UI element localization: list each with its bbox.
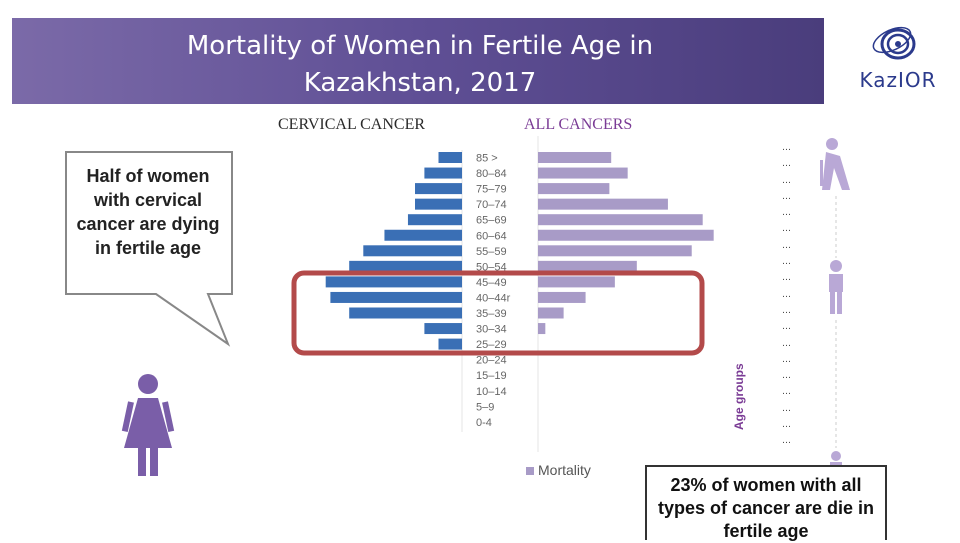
dot-row-8: … <box>782 273 791 284</box>
all-cancers-bar-4 <box>538 214 703 226</box>
dot-row-7: … <box>782 257 791 268</box>
all-cancers-bar-8 <box>538 276 615 288</box>
chart-legend: Mortality <box>526 462 591 478</box>
dot-row-1: … <box>782 159 791 170</box>
all-cancers-bar-0 <box>538 152 612 163</box>
dot-row-15: … <box>782 387 791 398</box>
age-tick-label-7: 50–54 <box>476 261 507 273</box>
bottom-text-box <box>645 465 887 540</box>
cervical-bar-11 <box>424 323 462 335</box>
dot-row-17: … <box>782 420 791 431</box>
cervical-chart-title: CERVICAL CANCER <box>278 116 426 133</box>
age-tick-label-11: 30–34 <box>476 324 507 336</box>
dot-column: … … … … … … … … … … … … … … … … … … … <box>782 140 796 450</box>
age-tick-label-10: 35–39 <box>476 308 507 320</box>
dot-row-16: … <box>782 403 791 414</box>
all-cancers-bar-3 <box>538 198 668 210</box>
age-tick-label-4: 65–69 <box>476 215 507 227</box>
dot-row-14: … <box>782 371 791 382</box>
all-cancers-bar-11 <box>538 323 546 335</box>
cervical-bar-1 <box>424 167 462 179</box>
dot-row-6: … <box>782 240 791 251</box>
elderly-person-icon <box>820 138 850 190</box>
all-cancers-bar-2 <box>538 183 610 195</box>
dot-row-4: … <box>782 208 791 219</box>
dot-row-12: … <box>782 338 791 349</box>
cervical-bar-12 <box>438 338 462 350</box>
age-tick-label-12: 25–29 <box>476 339 507 351</box>
dot-row-3: … <box>782 191 791 202</box>
age-tick-label-3: 70–74 <box>476 199 507 211</box>
all-cancers-bar-5 <box>538 229 714 241</box>
all-cancers-chart-title: ALL CANCERS <box>524 116 633 133</box>
all-cancers-bar-9 <box>538 291 586 303</box>
age-tick-label-17: 0-4 <box>476 417 492 429</box>
title-line-2: Kazakhstan, 2017 <box>303 68 537 98</box>
dot-row-13: … <box>782 354 791 365</box>
callout-bubble <box>65 151 233 347</box>
bottom-summary-text: 23% of women with all types of cancer ar… <box>657 475 875 541</box>
dot-row-5: … <box>782 224 791 235</box>
adult-person-icon <box>829 260 843 314</box>
woman-figure-icon <box>121 374 175 476</box>
title-banner <box>12 18 824 104</box>
logo-text: KazIOR <box>859 68 937 92</box>
age-tick-label-2: 75–79 <box>476 184 507 196</box>
callout-text: Half of women with cervical cancer are d… <box>76 166 220 258</box>
legend-swatch <box>526 467 534 475</box>
title-line-1: Mortality of Women in Fertile Age in <box>186 31 654 61</box>
dot-row-9: … <box>782 289 791 300</box>
cervical-bar-8 <box>325 276 462 288</box>
cervical-bar-5 <box>384 229 462 241</box>
dot-row-2: … <box>782 175 791 186</box>
age-tick-label-6: 55–59 <box>476 246 507 258</box>
age-tick-label-13: 20–24 <box>476 355 507 367</box>
cervical-bar-9 <box>330 291 462 303</box>
age-tick-label-0: 85 > <box>476 153 498 165</box>
age-tick-label-1: 80–84 <box>476 168 507 180</box>
dot-row-11: … <box>782 322 791 333</box>
fertile-age-highlight <box>291 270 705 356</box>
legend-label: Mortality <box>538 462 591 478</box>
cervical-bar-0 <box>438 152 462 163</box>
dot-row-10: … <box>782 305 791 316</box>
page-title: Mortality of Women in Fertile Age in Kaz… <box>120 28 720 102</box>
kazior-logo-icon <box>872 26 916 60</box>
age-tick-label-8: 45–49 <box>476 277 507 289</box>
age-tick-label-15: 10–14 <box>476 386 507 398</box>
cervical-bar-4 <box>407 214 462 226</box>
dot-row-18: … <box>782 436 791 447</box>
all-cancers-bar-6 <box>538 245 692 257</box>
dot-row-0: … <box>782 143 791 153</box>
cervical-bar-6 <box>363 245 462 257</box>
age-axis-title: Age groups <box>732 363 746 430</box>
all-cancers-bar-1 <box>538 167 628 179</box>
cervical-bar-2 <box>415 183 462 195</box>
cervical-bar-3 <box>415 198 462 210</box>
age-tick-label-5: 60–64 <box>476 230 507 242</box>
cervical-bar-7 <box>349 260 462 272</box>
age-tick-label-14: 15–19 <box>476 370 507 382</box>
cervical-bar-10 <box>349 307 462 319</box>
all-cancers-bar-10 <box>538 307 564 319</box>
age-tick-label-16: 5–9 <box>476 401 494 413</box>
age-tick-label-9: 40–44r <box>476 292 511 304</box>
all-cancers-bar-7 <box>538 260 637 272</box>
